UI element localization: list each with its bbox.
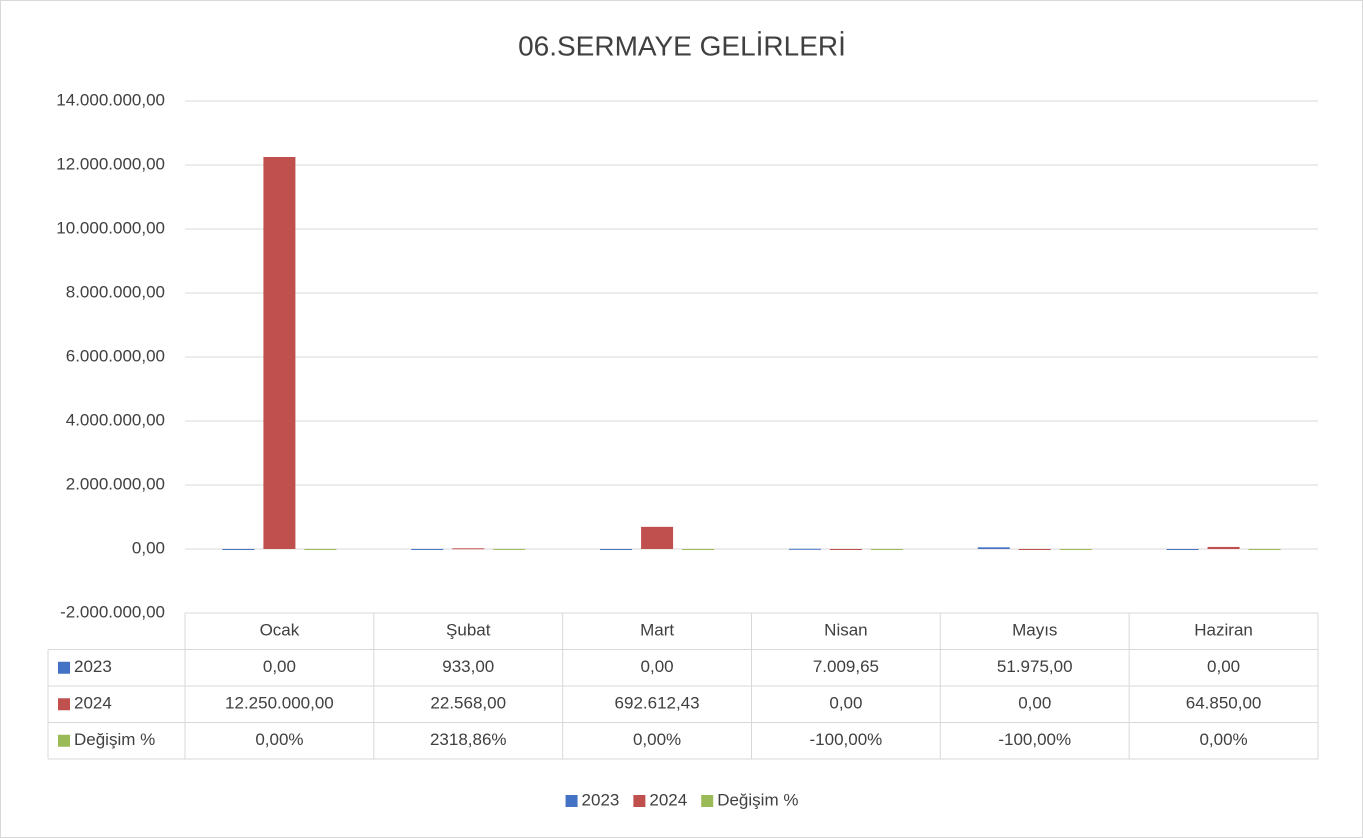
x-tick-label: Şubat [446, 621, 491, 640]
table-cell: 64.850,00 [1186, 694, 1262, 713]
table-cell: 51.975,00 [997, 657, 1073, 676]
legend-key [633, 795, 646, 807]
chart-title: 06.SERMAYE GELİRLERİ [518, 30, 846, 61]
bar [682, 549, 715, 550]
legend-label: 2023 [582, 790, 620, 809]
bar [977, 547, 1010, 549]
table-cell: 0,00 [641, 657, 674, 676]
table-cell: 0,00 [829, 694, 862, 713]
bar [263, 157, 296, 549]
bar [870, 549, 903, 550]
legend-label: Değişim % [717, 790, 798, 809]
table-row-label: 2023 [74, 657, 112, 676]
bar [493, 548, 526, 550]
y-tick-label: 10.000.000,00 [56, 218, 165, 237]
y-tick-label: 14.000.000,00 [56, 90, 165, 109]
y-tick-label: -2.000.000,00 [60, 602, 165, 621]
bar [1059, 549, 1092, 550]
table-cell: 0,00 [1207, 657, 1240, 676]
bar [304, 549, 337, 550]
table-cell: -100,00% [810, 730, 883, 749]
y-tick-label: 4.000.000,00 [66, 410, 165, 429]
table-cell: 0,00% [1199, 730, 1247, 749]
x-tick-label: Haziran [1194, 621, 1253, 640]
table-legend-key [58, 661, 70, 674]
table-cell: 12.250.000,00 [225, 694, 334, 713]
table-cell: 933,00 [442, 657, 494, 676]
legend-key [701, 795, 714, 807]
table-cell: 0,00% [633, 730, 681, 749]
bar [1248, 549, 1281, 550]
y-tick-label: 8.000.000,00 [66, 282, 165, 301]
x-tick-label: Ocak [260, 621, 300, 640]
table-cell: 0,00 [263, 657, 296, 676]
x-tick-label: Nisan [824, 621, 867, 640]
bar [222, 549, 255, 550]
table-cell: 0,00% [255, 730, 303, 749]
table-cell: 7.009,65 [813, 657, 879, 676]
bar [411, 548, 444, 550]
bar [829, 549, 862, 550]
table-cell: 2318,86% [430, 730, 507, 749]
y-tick-label: 2.000.000,00 [66, 474, 165, 493]
x-tick-label: Mayıs [1012, 621, 1057, 640]
bar [788, 548, 821, 550]
table-cell: 692.612,43 [615, 694, 700, 713]
table-legend-key [58, 734, 70, 747]
bar [641, 526, 674, 549]
table-row-label: 2024 [74, 694, 112, 713]
table-cell: 0,00 [1018, 694, 1051, 713]
table-cell: -100,00% [998, 730, 1071, 749]
table-row-label: Değişim % [74, 730, 155, 749]
y-tick-label: 6.000.000,00 [66, 346, 165, 365]
bar [452, 548, 485, 550]
bar [600, 549, 633, 550]
y-tick-label: 12.000.000,00 [56, 154, 165, 173]
legend-key [565, 795, 578, 807]
table-cell: 22.568,00 [430, 694, 506, 713]
y-tick-label: 0,00 [132, 538, 165, 557]
bar [1207, 546, 1240, 549]
table-legend-key [58, 698, 70, 711]
bar [1166, 549, 1199, 550]
bar [1018, 549, 1051, 550]
legend: 2023 2024 Değişim % [565, 790, 798, 809]
x-tick-label: Mart [640, 621, 674, 640]
legend-label: 2024 [649, 790, 687, 809]
